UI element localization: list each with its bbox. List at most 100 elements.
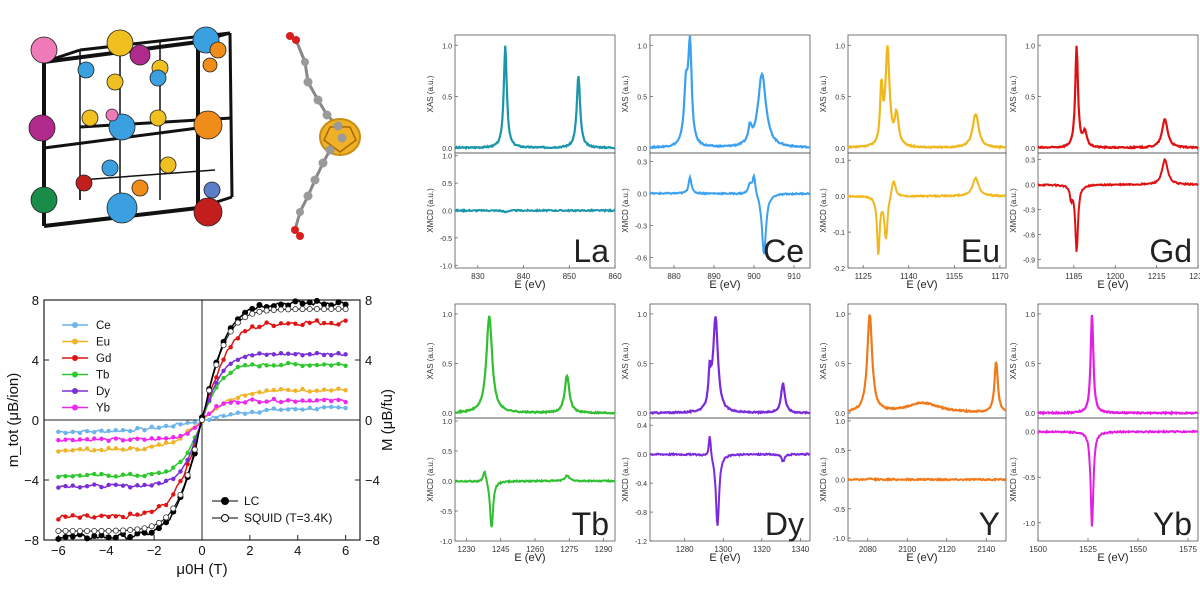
- element-label: Tb: [572, 506, 609, 542]
- data-point: [264, 352, 269, 357]
- data-point: [307, 320, 312, 326]
- data-point: [127, 471, 133, 477]
- data-point: [178, 478, 183, 484]
- data-point: [77, 437, 83, 442]
- xas-xmcd-spectra-grid: 0.0 0.5 1.0 XAS (a.u.) -1.0 -0.5 0.0 0.5 1.0 XMCD…: [426, 34, 1200, 564]
- data-point: [214, 375, 219, 380]
- data-point: [278, 351, 284, 356]
- data-point: [106, 438, 111, 444]
- legend2-label: LC: [244, 494, 260, 508]
- data-point: [184, 472, 191, 479]
- x-tick-label: 2140: [977, 545, 995, 554]
- data-point: [56, 437, 61, 443]
- y-tick-label: 0.0: [1025, 183, 1035, 190]
- x-tick-label: 6: [342, 543, 349, 558]
- data-point: [235, 357, 241, 363]
- data-point: [242, 314, 249, 321]
- data-point: [135, 473, 140, 478]
- data-point: [214, 380, 219, 386]
- data-point: [171, 492, 176, 497]
- spectrum-line: [649, 35, 811, 150]
- data-point: [92, 429, 97, 435]
- y-tick-label: 0.0: [637, 411, 647, 418]
- y-tick-label: 0.0: [835, 194, 845, 201]
- x-tick-label: 1575: [1179, 545, 1197, 554]
- data-point: [120, 514, 126, 520]
- legend-marker: [72, 322, 78, 328]
- data-point: [120, 438, 126, 443]
- data-point: [285, 387, 291, 393]
- atom: [209, 41, 227, 59]
- spectrum-line: [847, 45, 1007, 150]
- data-point: [314, 318, 320, 323]
- data-point: [63, 514, 68, 519]
- data-point: [163, 478, 169, 484]
- legend-label: Ce: [96, 320, 111, 332]
- oxygen-atom: [296, 232, 304, 240]
- data-point: [256, 308, 263, 315]
- data-point: [278, 386, 284, 392]
- data-point: [336, 361, 341, 367]
- spectrum-frame: [1037, 417, 1199, 542]
- y-tick-label: 0.5: [835, 95, 845, 102]
- data-point: [84, 446, 90, 451]
- atom: [149, 109, 167, 127]
- data-point: [141, 525, 148, 532]
- data-point: [120, 527, 127, 534]
- x-tick-label: 1525: [1079, 545, 1097, 554]
- data-point: [328, 306, 335, 313]
- legend-marker: [72, 371, 78, 378]
- y-tick-label: −4: [24, 473, 39, 488]
- data-point: [155, 525, 162, 532]
- data-point: [264, 363, 269, 368]
- y-axis-label: XMCD (a.u.): [1009, 188, 1018, 233]
- y-tick-label: 0.0: [835, 478, 845, 485]
- data-point: [77, 515, 83, 520]
- y-tick-label: 0.5: [1025, 95, 1035, 102]
- data-point: [56, 517, 61, 522]
- y-tick-label: 0.0: [442, 209, 452, 216]
- molecule-atom: [303, 77, 313, 87]
- data-point: [127, 437, 133, 443]
- data-point: [242, 309, 249, 316]
- element-label: Ce: [763, 233, 804, 269]
- data-point: [221, 368, 226, 374]
- data-point: [92, 515, 97, 520]
- data-point: [293, 351, 298, 357]
- data-point: [306, 306, 313, 313]
- y-tick-label: -0.3: [635, 223, 647, 230]
- data-point: [285, 360, 291, 366]
- y-tick-label: -0.5: [1023, 475, 1035, 482]
- atom: [108, 113, 136, 141]
- data-point: [99, 428, 104, 433]
- data-point: [92, 436, 97, 441]
- data-point: [163, 436, 169, 441]
- data-point: [342, 301, 349, 308]
- element-label: Yb: [1153, 506, 1192, 542]
- data-point: [250, 353, 255, 358]
- data-point: [156, 504, 162, 509]
- y-axis-label: XMCD (a.u.): [819, 457, 828, 502]
- data-point: [285, 306, 292, 313]
- atom: [193, 197, 223, 227]
- molecule-atom: [313, 95, 323, 105]
- y-tick-label: -0.5: [833, 507, 845, 514]
- data-point: [250, 324, 255, 329]
- data-point: [329, 320, 334, 326]
- data-point: [148, 529, 155, 536]
- data-point: [293, 399, 298, 404]
- data-point: [127, 485, 133, 490]
- data-point: [278, 321, 284, 326]
- data-point: [56, 485, 61, 490]
- y-axis-label: XMCD (a.u.): [819, 188, 828, 233]
- data-point: [134, 530, 141, 537]
- data-point: [221, 375, 226, 381]
- data-point: [329, 363, 334, 368]
- x-tick-label: 1230: [1189, 272, 1200, 281]
- molecule-atom: [291, 226, 299, 234]
- data-point: [264, 388, 269, 393]
- data-point: [343, 399, 348, 405]
- data-point: [113, 427, 119, 433]
- data-point: [127, 511, 133, 516]
- data-point: [77, 473, 83, 478]
